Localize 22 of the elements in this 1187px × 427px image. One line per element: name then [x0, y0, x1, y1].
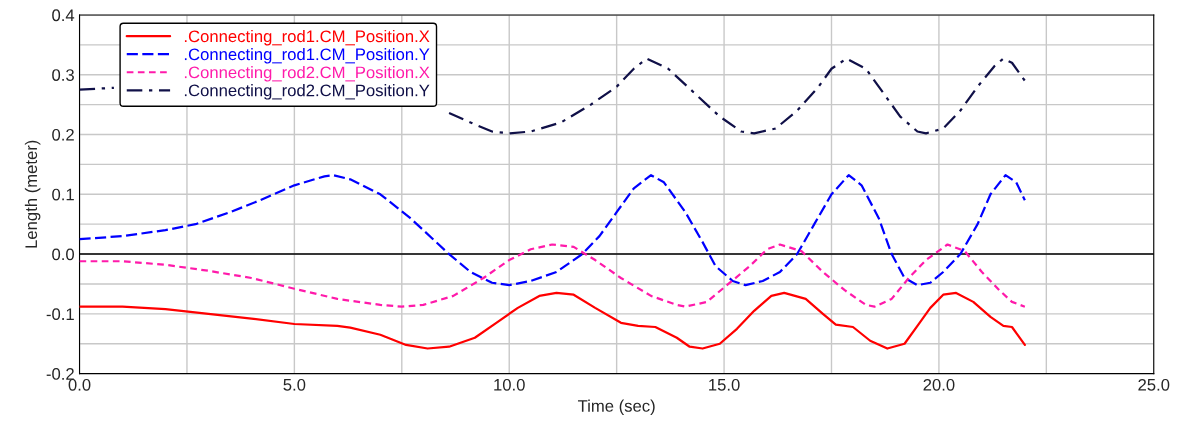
y-tick-label: 0.4 [52, 9, 75, 22]
line-series [79, 291, 1026, 350]
y-tick-label: 0.1 [52, 188, 74, 201]
x-tick-label: 15.0 [709, 378, 740, 391]
series-label: .Connecting_rod2.CM_Position.Y [184, 84, 430, 100]
y-axis-title: Length (meter) [24, 140, 41, 248]
x-tick-label: 0.0 [68, 378, 91, 391]
x-tick-label: 5.0 [283, 378, 306, 391]
x-axis-title: Time (sec) [577, 399, 655, 416]
y-tick-label: -0.1 [46, 308, 74, 321]
x-tick-label: 25.0 [1138, 378, 1170, 391]
legend-label: .Connecting_rod1.CM_Position.Y [184, 47, 430, 64]
legend-label: .Connecting_rod1.CM_Position.X [184, 29, 430, 46]
y-tick-label: 0.3 [52, 69, 74, 81]
y-tick-label: -0.2 [46, 368, 74, 380]
x-tick-label: 20.0 [923, 378, 955, 391]
y-tick-label: 0.0 [52, 248, 75, 261]
line-series [79, 243, 1026, 308]
x-tick-label: 10.0 [494, 378, 525, 391]
line-series [79, 174, 1026, 287]
y-tick-label: 0.2 [52, 128, 74, 141]
legend-label: .Connecting_rod2.CM_Position.X [184, 66, 430, 82]
